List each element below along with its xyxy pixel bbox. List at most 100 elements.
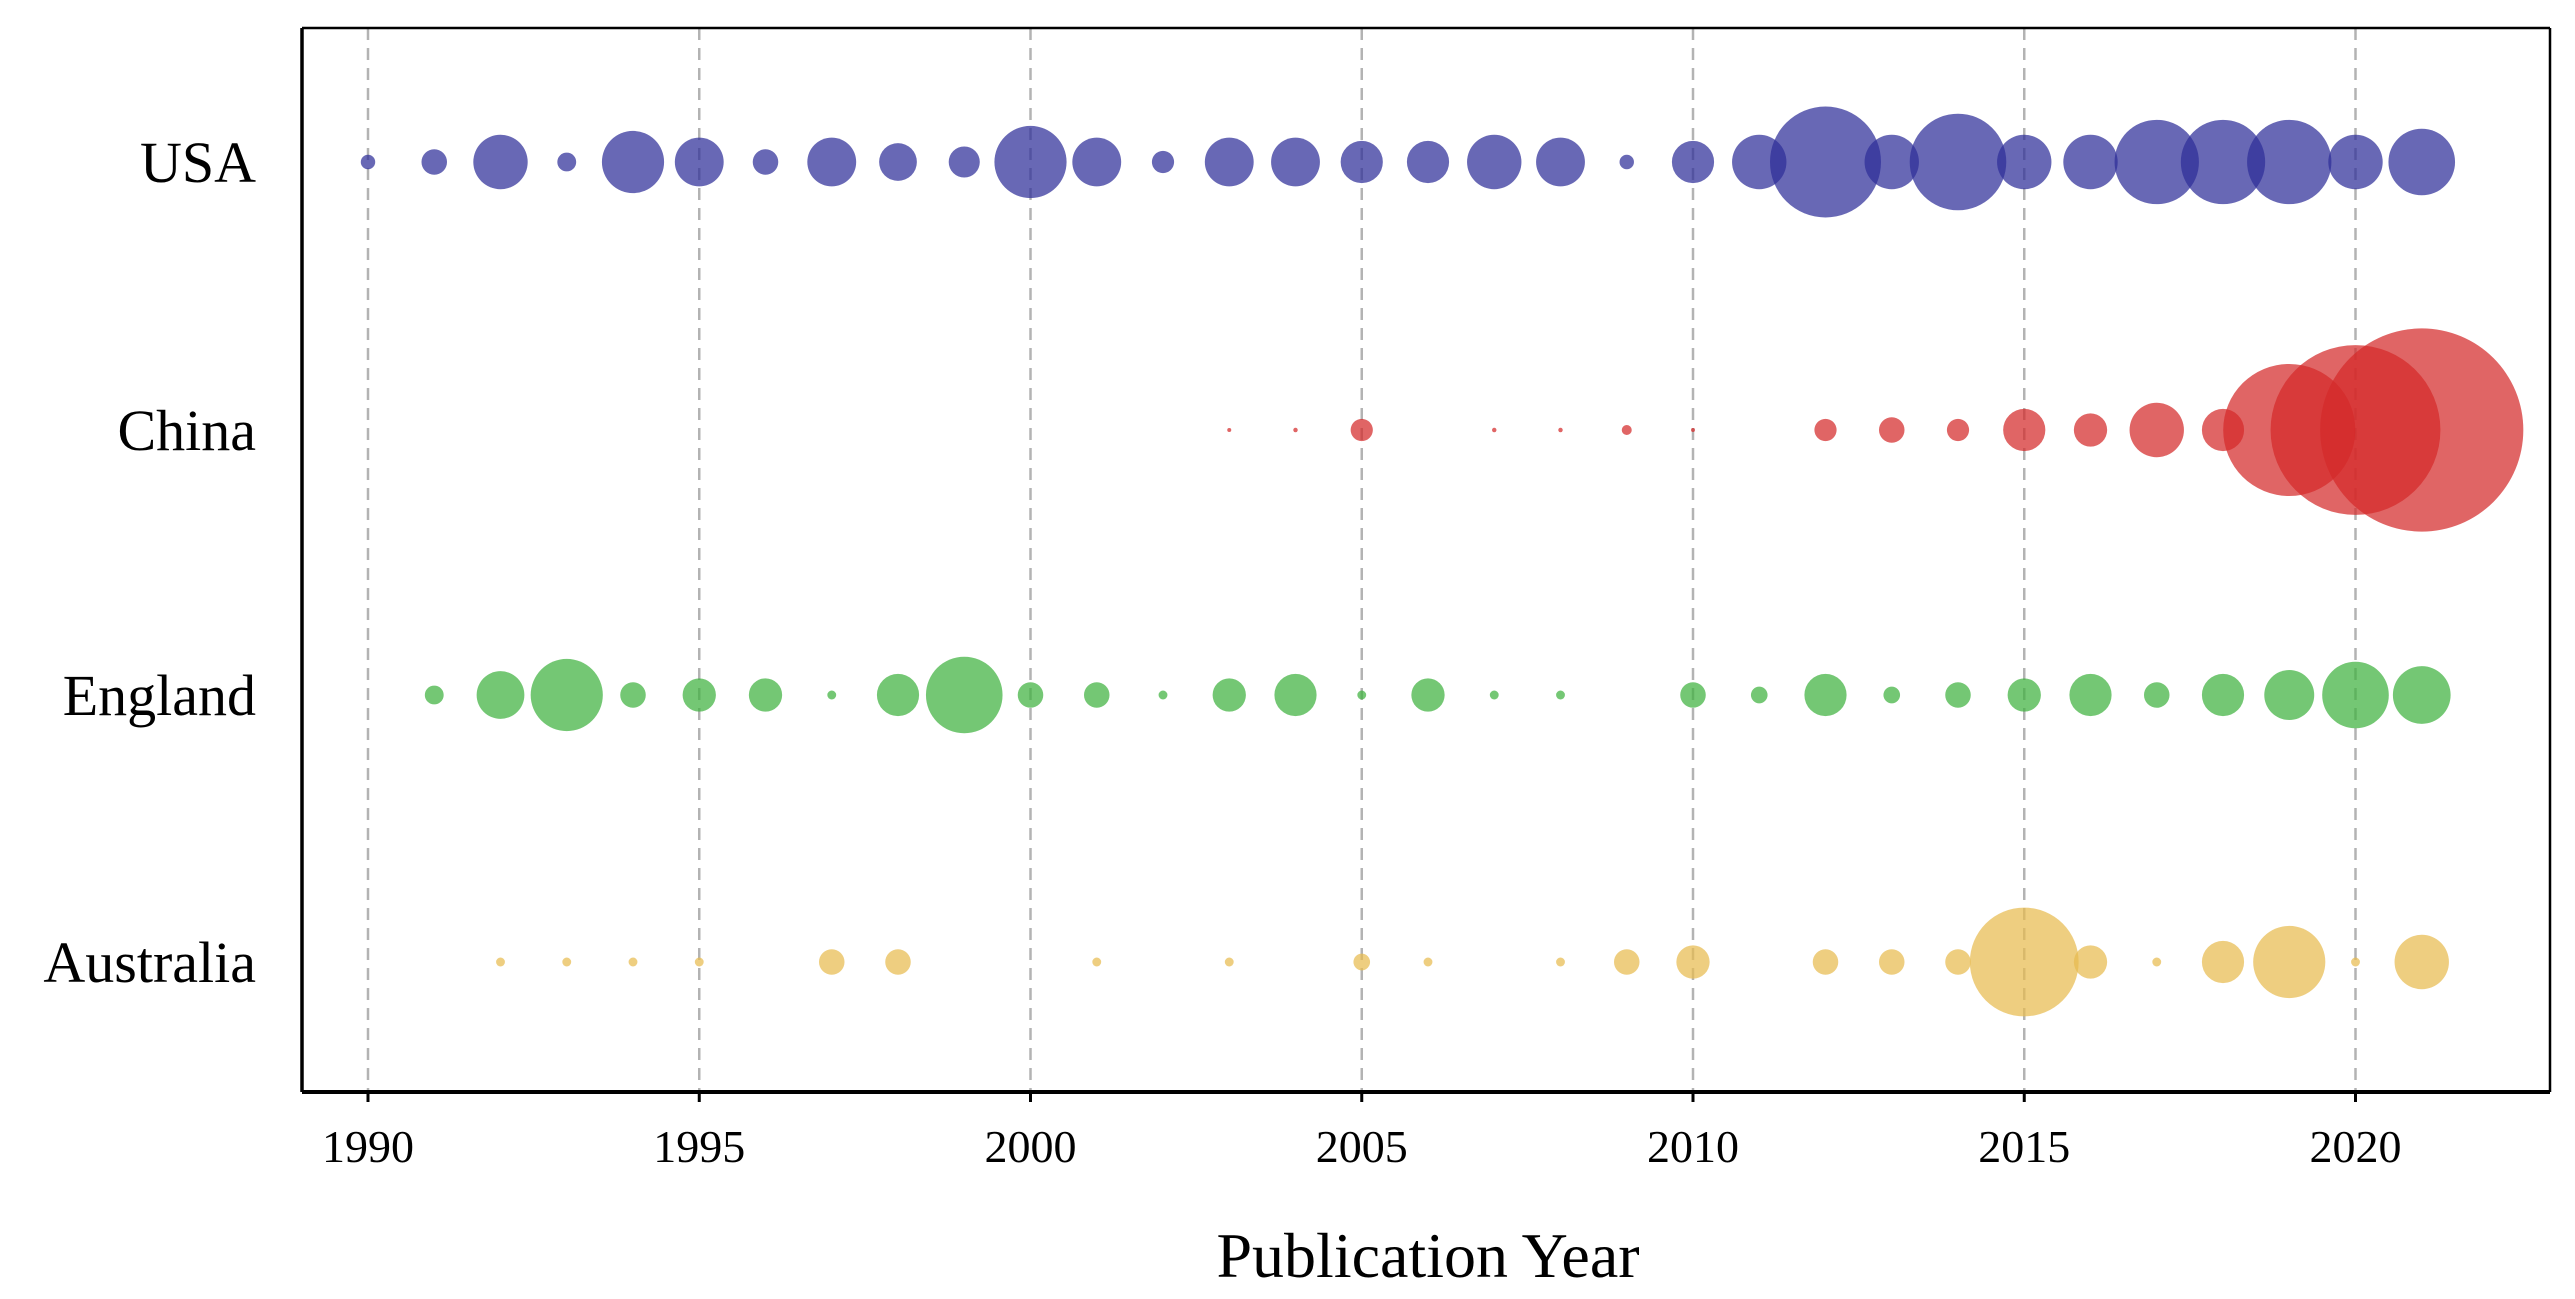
bubble-usa-2012 — [1770, 106, 1881, 218]
bubble-england-2021 — [2392, 666, 2451, 724]
bubble-usa-2013 — [1864, 134, 1919, 190]
x-tick-label-2010: 2010 — [1647, 1121, 1739, 1172]
bubble-usa-2014 — [1909, 113, 2007, 211]
bubble-usa-2003 — [1204, 137, 1254, 187]
bubble-australia-2020 — [2351, 957, 2360, 967]
bubble-usa-1992 — [473, 134, 528, 190]
bubble-australia-1998 — [885, 949, 911, 975]
bubble-england-2012 — [1804, 673, 1847, 717]
bubble-usa-2006 — [1406, 140, 1450, 184]
bubble-china-2016 — [2073, 413, 2108, 447]
bubble-australia-2009 — [1613, 949, 1640, 975]
bubble-australia-2010 — [1676, 945, 1710, 979]
bubble-england-2004 — [1274, 673, 1317, 717]
bubble-australia-1997 — [818, 949, 845, 975]
bubble-england-1996 — [748, 678, 783, 712]
bubble-usa-2004 — [1271, 137, 1320, 187]
axes — [300, 26, 2552, 1094]
bubble-usa-2021 — [2388, 128, 2456, 196]
row-label-england: England — [63, 663, 256, 728]
series-england — [424, 656, 2451, 734]
bubble-australia-1995 — [694, 957, 704, 967]
row-label-usa: USA — [140, 130, 256, 195]
bubble-usa-2009 — [1619, 154, 1634, 170]
bubble-england-2006 — [1411, 678, 1445, 712]
bubble-australia-1993 — [562, 957, 572, 967]
bubble-china-2012 — [1814, 418, 1837, 442]
bubble-england-2014 — [1945, 682, 1971, 708]
bubble-usa-2017 — [2114, 119, 2199, 205]
bubble-england-2011 — [1750, 686, 1768, 704]
x-tick-label-2020: 2020 — [2310, 1121, 2402, 1172]
bubble-china-2003 — [1227, 428, 1232, 432]
bubble-usa-1991 — [421, 149, 448, 175]
bubble-china-2021 — [2320, 328, 2524, 532]
bubble-australia-2014 — [1945, 949, 1971, 975]
bubble-usa-1999 — [948, 146, 980, 178]
bubble-usa-1990 — [360, 154, 376, 170]
bubble-england-2019 — [2264, 670, 2315, 720]
bubble-england-2010 — [1680, 682, 1706, 708]
bubble-china-2008 — [1558, 427, 1563, 433]
bubble-china-2017 — [2129, 402, 2184, 458]
bubble-usa-1998 — [879, 143, 917, 181]
x-tick-labels: 1990 1995 2000 2005 2010 2015 2020 — [322, 1092, 2402, 1172]
bubble-australia-2013 — [1878, 949, 1905, 975]
bubble-usa-1996 — [752, 149, 779, 175]
bubble-australia-2012 — [1812, 949, 1839, 975]
bubble-china-2015 — [2003, 408, 2046, 452]
row-label-australia: Australia — [43, 930, 256, 995]
bubble-england-1999 — [925, 656, 1003, 734]
bubble-australia-2006 — [1423, 957, 1433, 967]
bubble-england-2013 — [1883, 686, 1901, 704]
bubble-australia-2019 — [2253, 925, 2326, 999]
x-tick-label-1990: 1990 — [322, 1121, 414, 1172]
bubble-australia-1992 — [496, 957, 505, 967]
bubble-china-2009 — [1621, 425, 1632, 435]
bubble-england-1995 — [682, 678, 716, 712]
bubble-england-1994 — [620, 682, 646, 708]
bubble-england-2015 — [2007, 678, 2041, 712]
bubble-usa-2001 — [1072, 137, 1122, 187]
series-china — [1227, 328, 2524, 532]
bubble-england-2001 — [1083, 682, 1110, 708]
bubble-usa-2020 — [2328, 134, 2383, 190]
bubble-england-2003 — [1212, 678, 1246, 712]
bubble-england-1993 — [530, 658, 603, 732]
bubble-china-2005 — [1350, 418, 1373, 442]
bubble-england-1998 — [876, 673, 920, 717]
bubble-england-1997 — [827, 690, 837, 700]
bubble-england-2000 — [1017, 682, 1044, 708]
bubble-china-2010 — [1691, 428, 1695, 432]
x-tick-label-2005: 2005 — [1316, 1121, 1408, 1172]
bubble-australia-2018 — [2201, 940, 2245, 984]
bubble-usa-1995 — [674, 137, 724, 187]
series-usa — [360, 106, 2456, 218]
bubble-england-2005 — [1357, 690, 1367, 700]
bubble-england-2020 — [2322, 661, 2389, 729]
country-labels: USA China England Australia — [43, 130, 256, 995]
bubble-australia-2001 — [1092, 957, 1102, 967]
bubble-australia-1994 — [628, 957, 638, 967]
bubble-china-2007 — [1492, 427, 1497, 433]
x-axis-title: Publication Year — [1216, 1220, 1639, 1291]
bubble-england-2002 — [1158, 690, 1168, 700]
bubble-england-1991 — [424, 685, 444, 705]
bubble-england-1992 — [476, 671, 525, 719]
bubble-usa-2015 — [1997, 134, 2052, 190]
bubble-england-2007 — [1489, 690, 1499, 700]
bubble-australia-2015 — [1969, 907, 2079, 1017]
bubble-china-2014 — [1946, 418, 1970, 442]
bubble-usa-2000 — [994, 125, 1067, 199]
bubble-usa-2002 — [1151, 150, 1175, 174]
bubble-usa-1997 — [807, 137, 857, 187]
bubble-usa-1994 — [601, 130, 665, 194]
bubble-england-2016 — [2069, 673, 2112, 717]
bubble-england-2018 — [2201, 673, 2245, 717]
bubble-australia-2016 — [2073, 945, 2108, 979]
bubble-usa-2010 — [1671, 140, 1715, 184]
x-tick-label-2015: 2015 — [1978, 1121, 2070, 1172]
bubble-usa-2018 — [2180, 119, 2266, 205]
bubble-china-2004 — [1293, 427, 1298, 433]
